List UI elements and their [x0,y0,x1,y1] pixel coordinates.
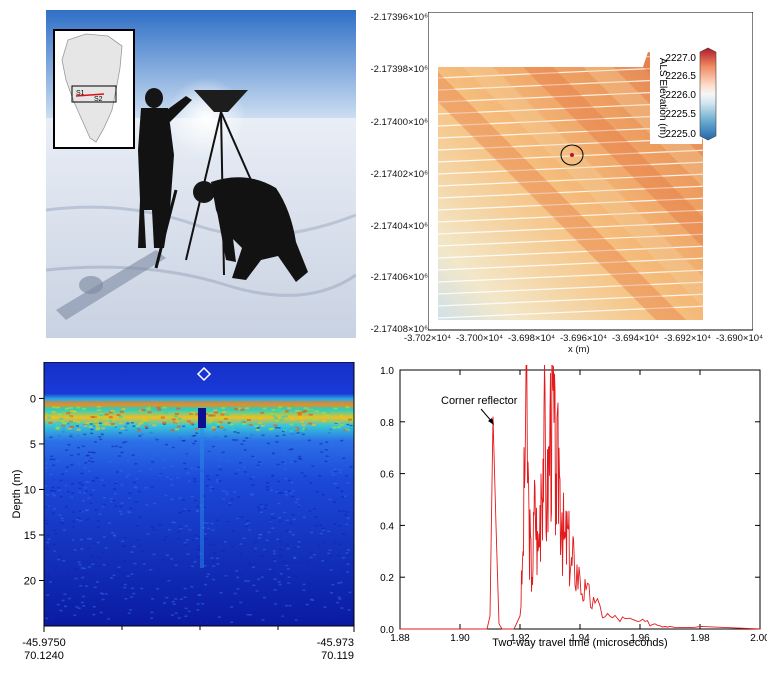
target-point [570,153,574,157]
waveform-y-tick-label: 0.8 [380,418,394,429]
radar-y-tick-label: 5 [30,439,36,451]
als-x-tick-2: -3.698×10⁴ [508,333,556,344]
waveform-y-tick-label: 0.2 [380,573,394,584]
radar-y-tick-label: 10 [24,484,36,496]
radargram-panel: 0 5 10 15 20 Depth (m) -45.9750 70.1240 -45.… [0,361,360,672]
radar-ylabel: Depth (m) [11,470,23,519]
als-y-tick-4: -2.17404×10⁶ [370,221,428,232]
waveform-x-tick-label: 2.00 [750,633,767,644]
radar-x-left-lat: 70.1240 [24,650,64,662]
als-y-tick-3: -2.17402×10⁶ [370,169,428,180]
waveform-y-tick-label: 0.6 [380,470,394,481]
radar-x-right-lon: -45.973 [317,637,354,649]
als-y-tick-1: -2.17398×10⁶ [370,64,428,75]
colorbar-label: ALS Elevation (m) [657,58,668,139]
waveform-axes-frame [399,369,761,630]
waveform-series-line [400,321,761,630]
waveform-xlabel: Two-way travel time (microseconds) [492,637,667,649]
radar-x-right-lat: 70.119 [321,650,354,662]
radar-y-tick-label: 15 [24,530,36,542]
colorbar-tick-1: 2226.5 [665,71,696,82]
als-map-panel: ALS Elevation (m) 2227.0 2226.5 2226.0 2… [427,11,754,350]
waveform-x-tick-label: 1.98 [690,633,710,644]
waveform-x-tick-label: 1.88 [390,633,410,644]
waveform-y-tick-label: 0.4 [380,521,394,532]
waveform-chart-panel: 1.88 1.90 1.92 1.94 1.96 1.98 2.00 0.0 0.2 0.4 0.6… [355,321,770,670]
reflector-marker-icon [196,366,212,382]
als-y-tick-6: -2.17408×10⁶ [370,324,428,335]
radargram: 0 5 10 15 20 Depth (m) -45.9750 70.1240 -45.… [11,361,355,662]
corner-reflector-annotation: Corner reflector [441,395,518,425]
waveform-x-tick-label: 1.92 [510,633,530,644]
als-x-tick-4: -3.694×10⁴ [612,333,660,344]
field-photo-panel: S1 S2 [45,10,357,338]
als-x-tick-0: -3.702×10⁴ [404,333,452,344]
radar-x-left-lon: -45.9750 [22,637,65,649]
als-y-tick-2: -2.17400×10⁶ [370,117,428,128]
als-x-tick-1: -3.700×10⁴ [456,333,504,344]
radargram-image [44,362,354,626]
waveform-x-tick-label: 1.96 [630,633,650,644]
als-y-tick-0: -2.17396×10⁶ [370,12,428,23]
waveform-x-tick-label: 1.94 [570,633,590,644]
inset-label-s2: S2 [94,96,103,103]
als-x-label: x (m) [568,344,590,355]
target-ellipse [560,144,584,166]
radar-y-tick-label: 20 [24,575,36,587]
als-x-tick-5: -3.692×10⁴ [664,333,712,344]
colorbar-tick-3: 2225.5 [665,109,696,120]
reflector-column [198,408,206,428]
als-x-tick-3: -3.696×10⁴ [560,333,608,344]
colorbar-tick-2: 2226.0 [665,90,696,101]
als-x-ticks: -3.702×10⁴ -3.700×10⁴ -3.698×10⁴ -3.696×… [400,333,768,363]
als-x-tick-6: -3.690×10⁴ [716,333,764,344]
inset-label-s1: S1 [76,90,85,97]
als-map: ALS Elevation (m) 2227.0 2226.5 2226.0 2… [427,11,754,331]
greenland-inset-map: S1 S2 [53,29,135,149]
waveform-x-tick-label: 1.90 [450,633,470,644]
waveform-y-tick-label: 0.0 [380,625,394,636]
annotation-label: Corner reflector [441,395,518,407]
als-y-ticks: -2.17396×10⁶ -2.17398×10⁶ -2.17400×10⁶ -… [358,0,428,340]
als-y-tick-5: -2.17406×10⁶ [370,272,428,283]
colorbar-tick-4: 2225.0 [665,129,696,140]
radar-y-tick-label: 0 [30,393,36,405]
annotation-arrow-icon [488,418,494,425]
field-photo: S1 S2 [45,10,357,338]
colorbar-tick-0: 2227.0 [665,53,696,64]
als-colorbar: ALS Elevation (m) 2227.0 2226.5 2226.0 2… [650,44,717,144]
waveform-y-tick-label: 1.0 [380,366,394,377]
waveform-chart: 1.88 1.90 1.92 1.94 1.96 1.98 2.00 0.0 0.2 0.4 0.6… [380,321,770,649]
